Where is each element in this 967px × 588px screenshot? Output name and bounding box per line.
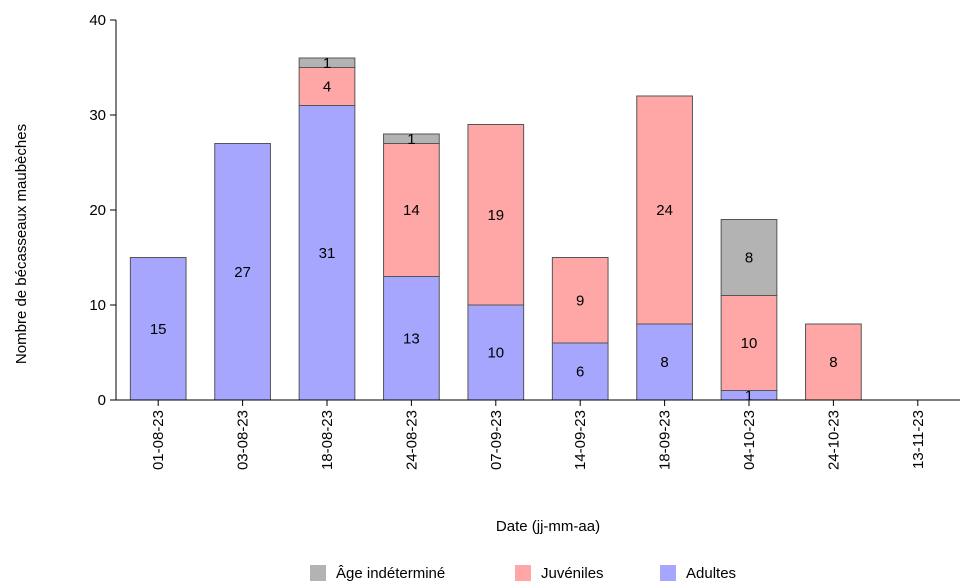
bar-segment [383,133,440,144]
bar-value-label: 1 [407,131,415,148]
x-tick-label: 07-09-23 [488,410,505,470]
y-tick-label: 20 [89,202,106,219]
x-tick-label: 14-09-23 [572,410,589,470]
bar-value-label: 4 [323,79,331,96]
y-tick-label: 30 [89,107,106,124]
bar-value-label: 10 [487,345,504,362]
bar-value-label: 31 [319,245,336,262]
x-axis-title: Date (jj-mm-aa) [496,518,600,535]
x-tick-label: 01-08-23 [150,410,167,470]
bar-value-label: 1 [323,55,331,72]
x-tick-label: 18-08-23 [319,410,336,470]
bar-segment [720,219,778,296]
y-tick-label: 10 [89,297,106,314]
x-axis: 01-08-23 03-08-23 18-08-23 24-08-23 07-09-23… [116,399,960,470]
bar-value-label: 19 [487,207,504,224]
y-axis-title: Nombre de bécasseaux maubèches [13,124,30,364]
x-tick-label: 13-11-23 [910,410,927,469]
legend: Âge indéterminé Juvéniles Adultes [310,565,736,582]
bar-value-label: 6 [576,364,584,381]
bar-segment [551,342,609,401]
bar-value-label: 13 [403,330,420,347]
bar-value-label: 15 [150,321,167,338]
bar-value-label: 14 [403,202,420,219]
y-axis: 0 10 20 30 40 [89,12,117,409]
x-tick-label: 24-10-23 [825,410,842,470]
bar-segment [467,304,525,401]
bar-segment [467,124,525,306]
legend-label: Âge indéterminé [336,565,445,582]
bar-value-label: 8 [660,354,668,371]
bar-value-label: 10 [741,335,758,352]
legend-label: Juvéniles [541,565,604,582]
bar-value-label: 8 [745,250,753,267]
y-tick-label: 40 [89,12,106,29]
y-tick-label: 0 [98,392,106,409]
bars: 15 27 31 4 1 13 14 1 10 19 6 9 8 24 1 10 8 8 [129,55,862,404]
bar-value-label: 27 [234,264,251,281]
bar-segment [805,323,862,401]
bar-value-label: 8 [829,354,837,371]
x-tick-label: 03-08-23 [235,410,252,470]
x-tick-label: 04-10-23 [741,410,758,470]
x-tick-label: 24-08-23 [403,410,420,470]
x-tick-label: 18-09-23 [657,410,674,470]
legend-swatch [515,565,531,581]
legend-label: Adultes [686,565,736,582]
bar-segment [720,295,778,391]
bar-value-label: 24 [656,202,673,219]
bar-segment [214,143,271,401]
bar-segment [383,143,440,277]
bar-segment [636,323,693,401]
bar-segment [298,105,356,401]
bar-segment [298,57,356,68]
legend-swatch [310,565,326,581]
bar-segment [551,257,609,344]
bar-segment [636,95,693,325]
legend-swatch [660,565,676,581]
bar-value-label: 1 [745,387,753,404]
bar-value-label: 9 [576,292,584,309]
